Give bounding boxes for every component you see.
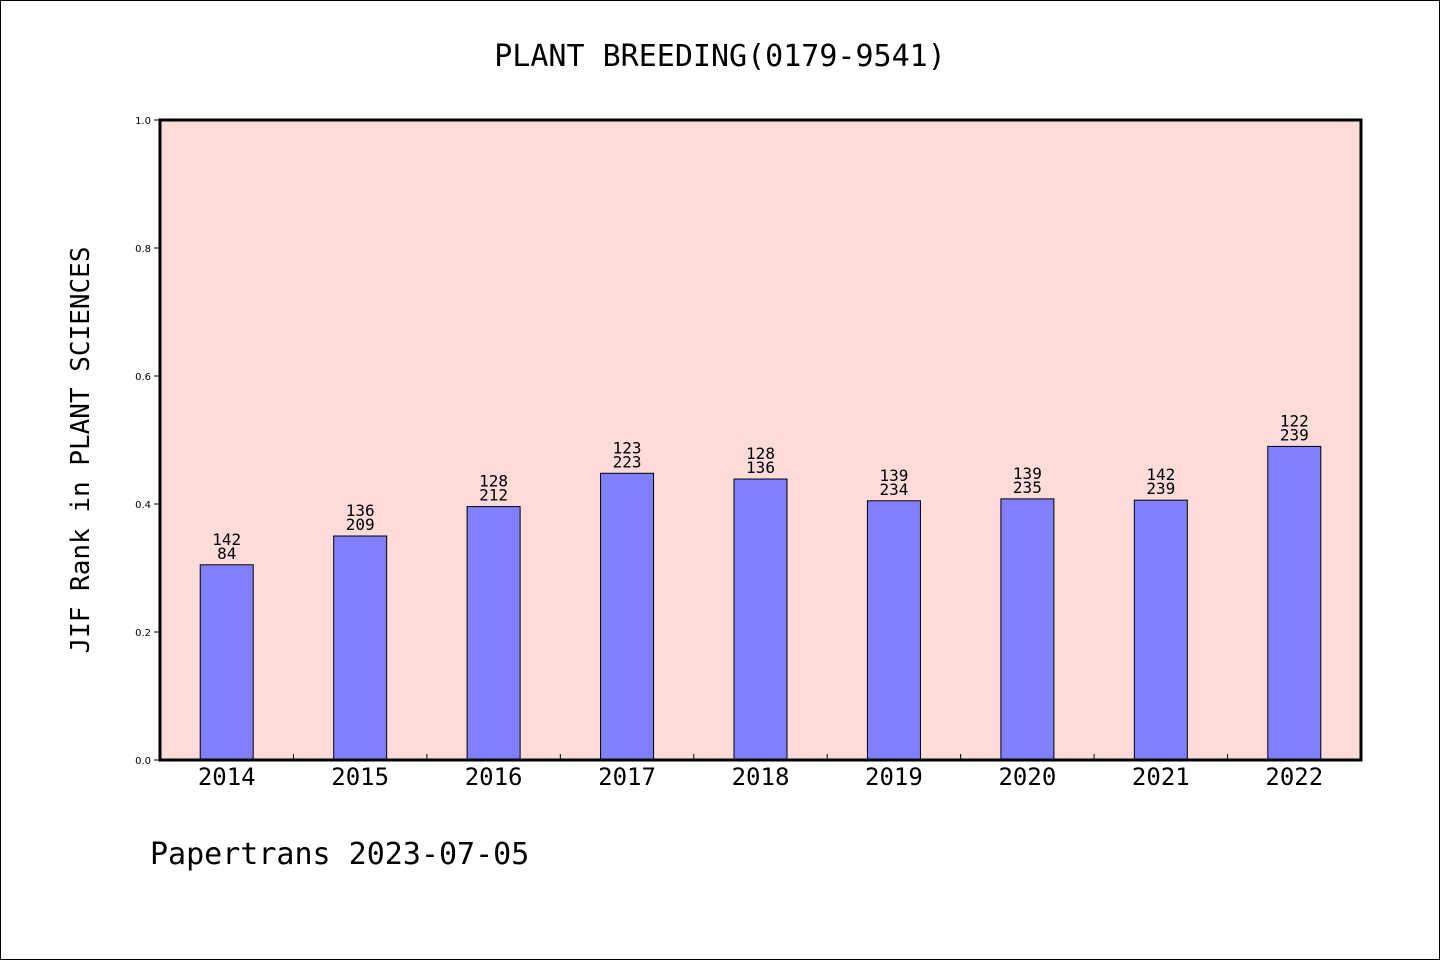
bar-2019 <box>866 500 921 761</box>
y-tick-label: 0.2 <box>135 628 151 639</box>
x-tick-label: 2020 <box>998 763 1056 791</box>
data-label-bottom: 235 <box>1013 478 1042 497</box>
chart-title: PLANT BREEDING(0179-9541) <box>494 39 946 74</box>
x-tick-label: 2016 <box>465 763 523 791</box>
y-tick-label: 0.6 <box>135 372 151 383</box>
data-label-top: 136 <box>346 501 375 520</box>
data-label-top: 128 <box>479 472 508 491</box>
data-label-top: 123 <box>613 438 642 457</box>
data-label-top: 128 <box>746 444 775 463</box>
data-label-bottom: 234 <box>879 480 908 499</box>
footer-text: Papertrans 2023-07-05 <box>150 837 529 872</box>
data-label-top: 142 <box>1146 465 1175 484</box>
x-tick-label: 2018 <box>732 763 790 791</box>
data-label-bottom: 136 <box>746 458 775 477</box>
data-label-top: 142 <box>212 530 241 549</box>
x-tick-label: 2019 <box>865 763 923 791</box>
bars <box>199 445 1322 761</box>
bar-2022 <box>1267 445 1322 761</box>
data-label-bottom: 84 <box>217 544 236 563</box>
bar-2016 <box>466 506 521 761</box>
plot-border <box>158 118 1363 762</box>
y-tick-label: 1.0 <box>135 116 151 127</box>
data-label-top: 139 <box>879 466 908 485</box>
bar-2021 <box>1133 499 1188 761</box>
data-label-top: 122 <box>1280 411 1309 430</box>
data-label-bottom: 239 <box>1280 425 1309 444</box>
bar-2018 <box>733 478 788 761</box>
bar-2015 <box>333 535 388 761</box>
data-label-top: 139 <box>1013 464 1042 483</box>
x-tick-label: 2022 <box>1265 763 1323 791</box>
x-tick-label: 2021 <box>1132 763 1190 791</box>
x-tick-label: 2014 <box>198 763 256 791</box>
x-axis: 2014 2015 2016 2017 2018 2019 2020 2021 2022 <box>198 754 1323 791</box>
y-tick-label: 0.8 <box>135 244 151 255</box>
bar-2020 <box>1000 498 1055 761</box>
data-label-bottom: 223 <box>613 452 642 471</box>
bar-2014 <box>199 564 254 761</box>
data-label-bottom: 212 <box>479 486 508 505</box>
data-label-bottom: 209 <box>346 515 375 534</box>
data-label-bottom: 239 <box>1146 479 1175 498</box>
x-tick-label: 2017 <box>598 763 656 791</box>
y-tick-label: 0.0 <box>135 756 151 767</box>
y-axis: 0.0 0.2 0.4 0.6 0.8 1.0 <box>135 116 160 767</box>
y-axis-label: JIF Rank in PLANT SCIENCES <box>66 247 96 654</box>
bar-2017 <box>600 472 655 761</box>
y-tick-label: 0.4 <box>135 500 151 511</box>
x-tick-label: 2015 <box>331 763 389 791</box>
